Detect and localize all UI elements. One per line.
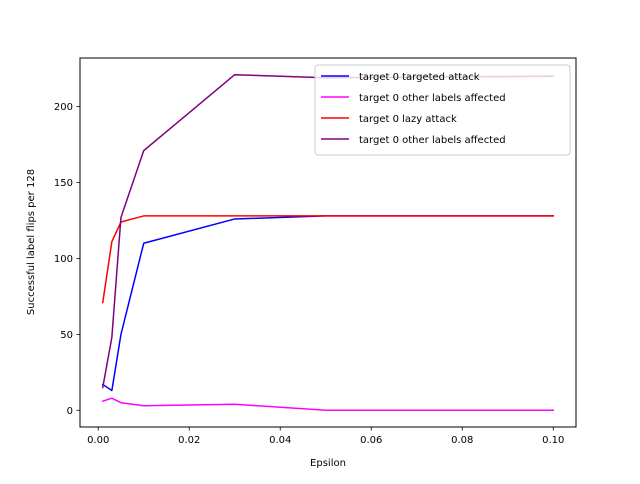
legend-label-0: target 0 targeted attack [359,72,480,83]
x-tick-label: 0.04 [269,435,291,446]
series-line-1 [101,397,554,412]
x-tick-label: 0.02 [178,435,200,446]
legend-label-3: target 0 other labels affected [359,135,506,146]
x-tick-label: 0.00 [87,435,109,446]
x-tick-label: 0.06 [360,435,382,446]
x-axis: 0.00 0.02 0.04 0.06 0.08 0.10 [87,427,564,446]
y-tick-label: 100 [54,254,73,265]
series-line-0 [101,215,554,392]
x-tick-label: 0.10 [542,435,564,446]
x-tick-label: 0.08 [451,435,473,446]
y-tick-label: 50 [60,330,73,341]
legend-label-1: target 0 other labels affected [359,93,506,104]
y-tick-label: 150 [54,178,73,189]
y-axis: 0 50 100 150 200 [54,102,80,417]
y-axis-label: Successful label flips per 128 [26,169,37,315]
legend-box [314,64,571,156]
legend-label-2: target 0 lazy attack [359,114,457,125]
y-tick-label: 200 [54,102,73,113]
x-axis-label: Epsilon [310,458,346,469]
plot-frame [79,57,577,428]
legend: target 0 targeted attack target 0 other l… [314,64,571,156]
series-line-2 [101,215,554,304]
y-tick-label: 0 [67,406,73,417]
